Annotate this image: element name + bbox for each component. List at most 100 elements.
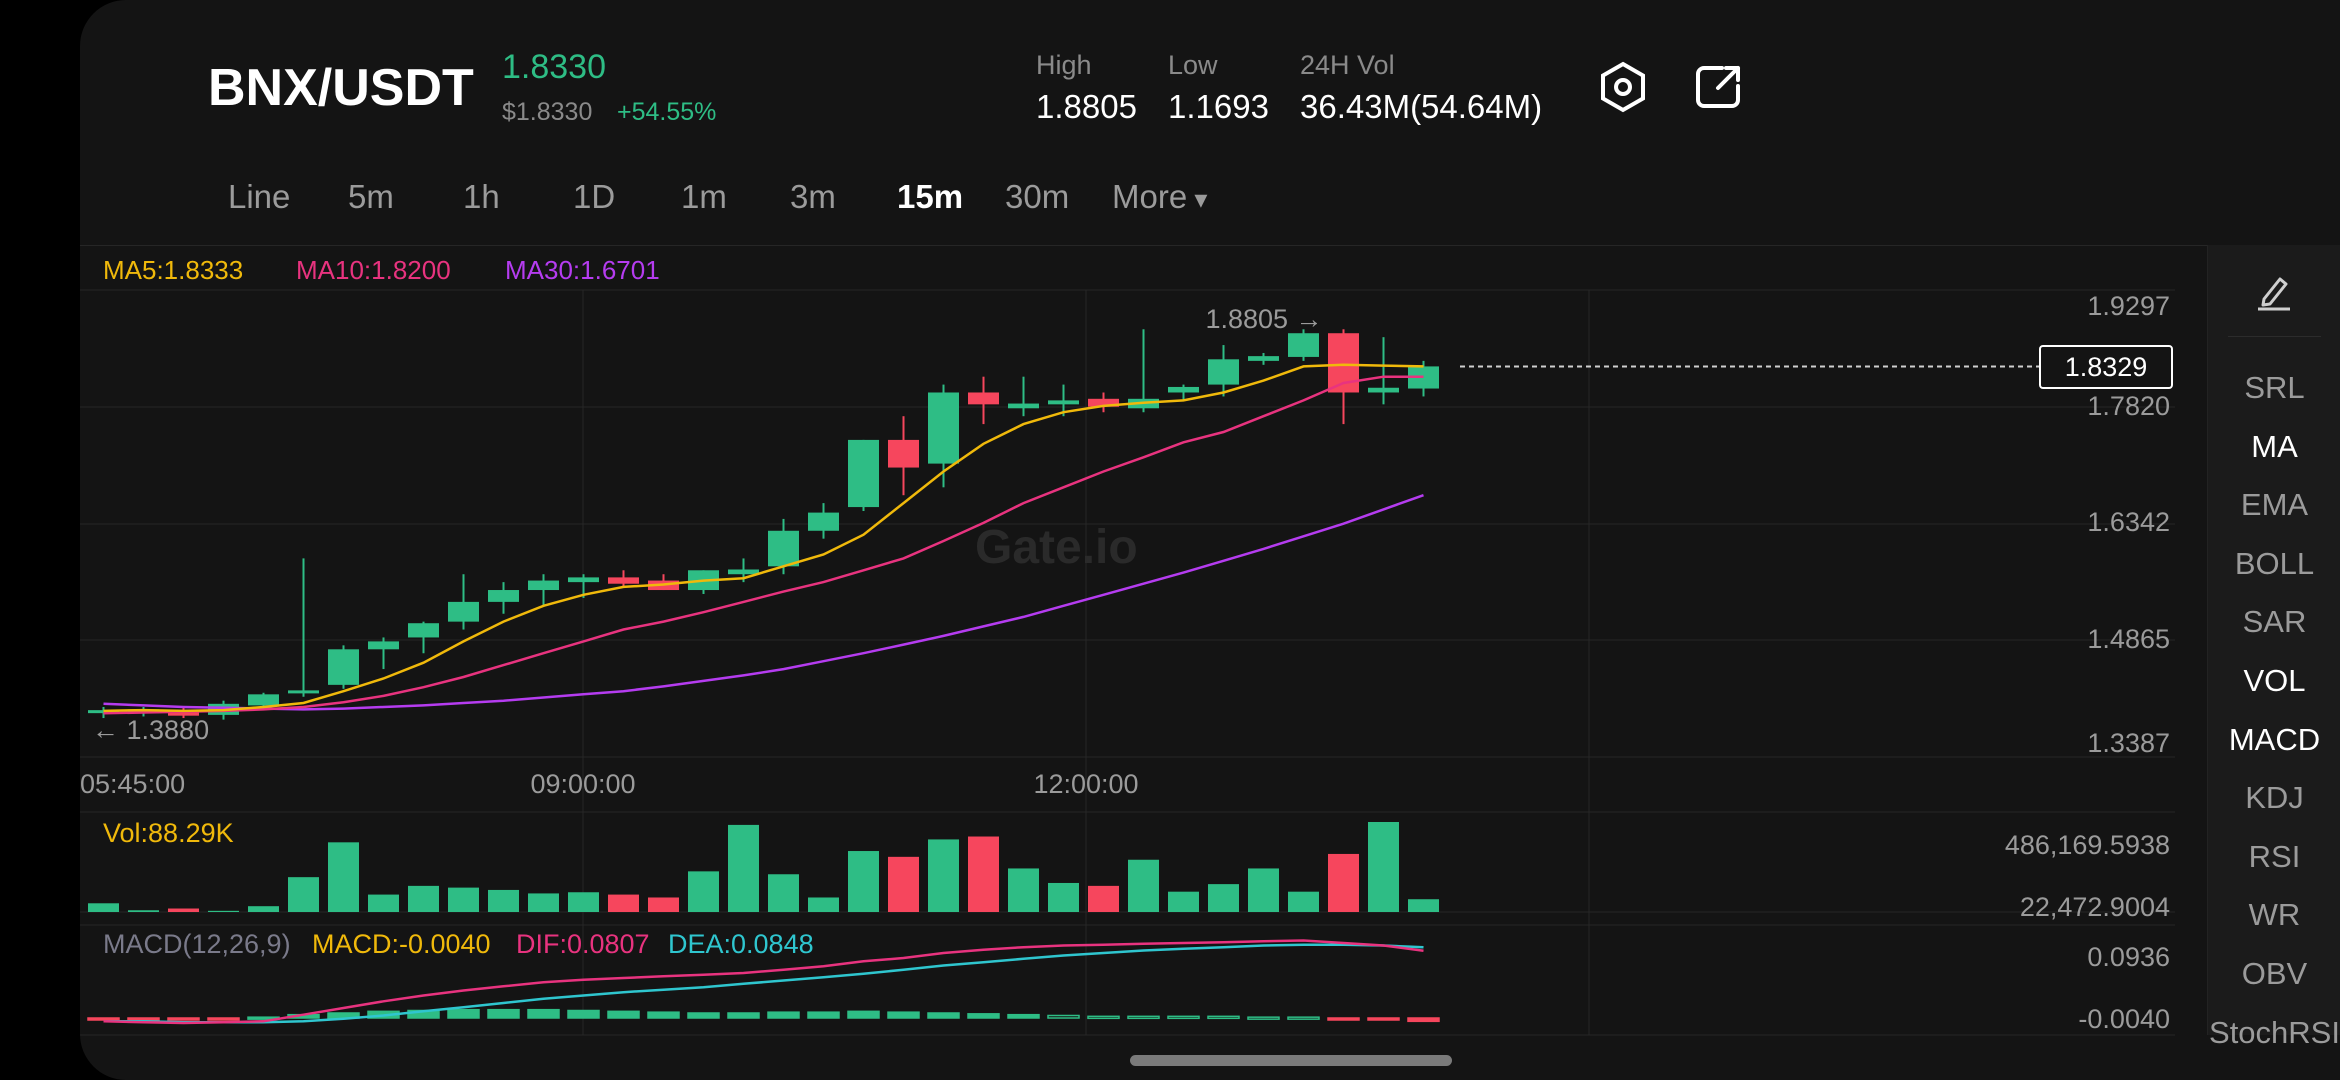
volume-axis-label: 22,472.9004 [2020, 892, 2170, 922]
volume-bar [928, 839, 959, 912]
candle-body [1008, 403, 1039, 409]
macd-histogram-bar [647, 1011, 680, 1019]
candle-body [288, 690, 319, 694]
candle-body [88, 710, 119, 714]
macd-axis-label: -0.0040 [2078, 1004, 2170, 1034]
tab-more[interactable]: More ▾ [1112, 178, 1208, 215]
indicator-srl[interactable]: SRL [2244, 370, 2305, 405]
volume-bar [688, 871, 719, 912]
vol-value: 36.43M(54.64M) [1300, 88, 1543, 125]
candle-body [488, 590, 519, 602]
candle-body [728, 569, 759, 575]
indicator-wr[interactable]: WR [2248, 897, 2301, 933]
indicator-ma[interactable]: MA [2251, 428, 2298, 464]
vol-label: 24H Vol [1300, 50, 1395, 80]
volume-bar [168, 908, 199, 912]
macd-histogram-bar [607, 1010, 640, 1019]
min-price-label: ← 1.3880 [92, 715, 209, 745]
time-axis-label: 12:00:00 [1033, 769, 1138, 799]
indicator-macd[interactable]: MACD [2228, 721, 2321, 757]
ma10-line [103, 375, 1424, 715]
macd-histogram-bar [1167, 1015, 1200, 1020]
volume-bar [1368, 822, 1399, 912]
volume-bar [1328, 853, 1359, 912]
indicator-obv[interactable]: OBV [2241, 956, 2308, 991]
volume-bar [1408, 899, 1439, 912]
macd-histogram-bar [967, 1013, 1000, 1019]
high-label: High [1036, 50, 1092, 80]
volume-bar [488, 889, 519, 912]
price-axis-label: 1.7820 [2087, 391, 2170, 421]
tab-1m[interactable]: 1m [681, 178, 727, 215]
candle-body [448, 601, 479, 622]
indicator-panel: SRL MA EMA BOLL SAR VOL MACD KDJ RSI WR OBV StochRS… [2207, 245, 2340, 1050]
volume-bar [128, 910, 159, 912]
candle-body [528, 580, 559, 591]
volume-bar [408, 885, 439, 912]
indicator-vol[interactable]: VOL [2243, 663, 2306, 698]
dif-value: DIF:0.0807 [516, 929, 650, 959]
indicator-rsi[interactable]: RSI [2248, 838, 2301, 874]
volume-bar [848, 851, 879, 912]
volume-bar [1088, 885, 1119, 912]
kline-chart[interactable]: 1.9297 1.7820 1.6342 1.4865 1.3387 05:45:00 09… [80, 0, 2207, 1080]
macd-histogram-bar [927, 1012, 960, 1019]
tab-15m[interactable]: 15m [897, 178, 964, 215]
volume-bar [448, 887, 479, 912]
candle-body [408, 623, 439, 638]
high-value: 1.8805 [1036, 88, 1137, 125]
pencil-icon[interactable] [2254, 271, 2294, 311]
time-axis-label: 09:00:00 [530, 769, 635, 799]
candle-body [608, 577, 639, 584]
max-price-label: 1.8805 → [1205, 304, 1322, 334]
low-value: 1.1693 [1168, 88, 1269, 125]
macd-histogram-bar [527, 1008, 560, 1019]
macd-histogram-bar [687, 1012, 720, 1019]
ma5-line [103, 363, 1424, 713]
volume-bar [528, 893, 559, 912]
macd-histogram-bar [727, 1012, 760, 1019]
pair-title: BNX/USDT [208, 59, 474, 117]
share-icon[interactable] [1692, 60, 1746, 114]
candle-body [768, 530, 799, 567]
candle-body [848, 439, 879, 508]
tab-3m[interactable]: 3m [790, 178, 836, 215]
macd-histogram-bar [447, 1008, 480, 1019]
tab-1h[interactable]: 1h [463, 178, 500, 215]
home-indicator[interactable] [1130, 1055, 1452, 1066]
price-axis-label: 1.6342 [2087, 507, 2170, 537]
macd-histogram-bar [167, 1017, 200, 1021]
macd-histogram-bar [207, 1017, 240, 1021]
volume-title: Vol:88.29K [103, 818, 234, 848]
tab-30m[interactable]: 30m [1005, 178, 1070, 215]
usd-price: $1.8330 [502, 98, 593, 126]
volume-bar [288, 877, 319, 912]
macd-histogram-bar [1007, 1013, 1040, 1019]
macd-dea-line [103, 943, 1424, 1024]
volume-bar [888, 856, 919, 912]
macd-histogram-bar [1127, 1015, 1160, 1020]
last-price: 1.8330 [502, 48, 606, 86]
volume-bar [1048, 882, 1079, 912]
indicator-boll[interactable]: BOLL [2234, 545, 2315, 581]
tab-5m[interactable]: 5m [348, 178, 394, 215]
volume-bar [808, 897, 839, 912]
macd-histogram-bar [807, 1011, 840, 1019]
volume-bar [368, 894, 399, 912]
indicator-stochrsi[interactable]: StochRSI [2209, 1014, 2340, 1050]
tab-line[interactable]: Line [228, 178, 291, 215]
indicator-kdj[interactable]: KDJ [2245, 780, 2304, 816]
volume-bar [88, 903, 119, 912]
volume-bar [1288, 891, 1319, 912]
settings-icon[interactable] [1596, 60, 1650, 114]
macd-axis-label: 0.0936 [2087, 942, 2170, 972]
candle-body [928, 392, 959, 464]
candle-body [1288, 333, 1319, 357]
macd-histogram-bar [1247, 1016, 1280, 1020]
price-axis-label: 1.9297 [2087, 291, 2170, 321]
indicator-sar[interactable]: SAR [2242, 604, 2307, 640]
macd-histogram-bar [1407, 1017, 1440, 1023]
macd-histogram-bar [767, 1011, 800, 1019]
tab-1d[interactable]: 1D [573, 178, 616, 215]
indicator-ema[interactable]: EMA [2240, 487, 2309, 523]
